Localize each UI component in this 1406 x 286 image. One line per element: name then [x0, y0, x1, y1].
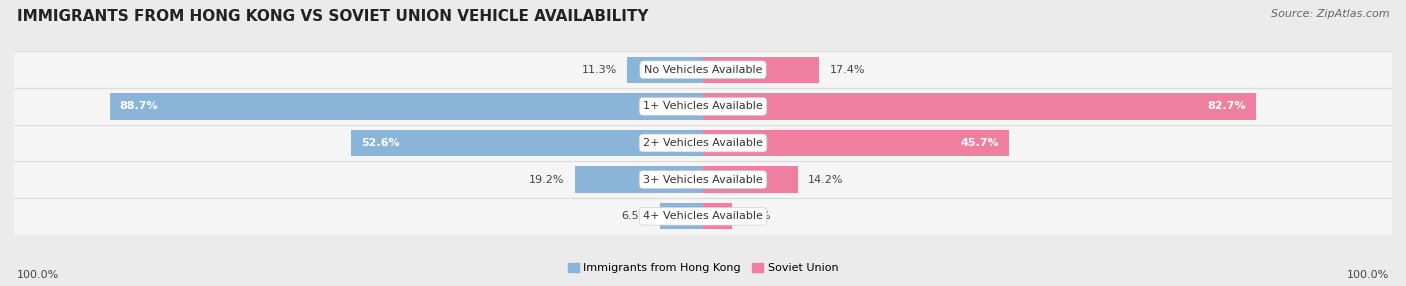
Text: 45.7%: 45.7% — [960, 138, 998, 148]
Text: No Vehicles Available: No Vehicles Available — [644, 65, 762, 75]
Bar — [14, 125, 1392, 161]
Text: 4.4%: 4.4% — [742, 211, 770, 221]
Text: 6.5%: 6.5% — [621, 211, 650, 221]
Bar — [703, 57, 820, 83]
Bar — [627, 57, 703, 83]
Text: IMMIGRANTS FROM HONG KONG VS SOVIET UNION VEHICLE AVAILABILITY: IMMIGRANTS FROM HONG KONG VS SOVIET UNIO… — [17, 9, 648, 23]
Text: 82.7%: 82.7% — [1208, 102, 1246, 111]
Legend: Immigrants from Hong Kong, Soviet Union: Immigrants from Hong Kong, Soviet Union — [564, 258, 842, 278]
Bar — [575, 166, 703, 193]
Bar — [110, 93, 703, 120]
Text: 1+ Vehicles Available: 1+ Vehicles Available — [643, 102, 763, 111]
Bar — [352, 130, 703, 156]
Bar — [14, 88, 1392, 125]
Bar — [659, 203, 703, 229]
Text: 52.6%: 52.6% — [361, 138, 399, 148]
Text: 100.0%: 100.0% — [17, 270, 59, 280]
Text: 2+ Vehicles Available: 2+ Vehicles Available — [643, 138, 763, 148]
Bar — [703, 166, 799, 193]
Text: 17.4%: 17.4% — [830, 65, 865, 75]
Bar — [14, 161, 1392, 198]
Text: 14.2%: 14.2% — [808, 175, 844, 184]
Bar — [703, 130, 1008, 156]
Bar — [14, 198, 1392, 235]
Text: Source: ZipAtlas.com: Source: ZipAtlas.com — [1271, 9, 1389, 19]
Text: 11.3%: 11.3% — [582, 65, 617, 75]
Text: 3+ Vehicles Available: 3+ Vehicles Available — [643, 175, 763, 184]
Bar — [703, 93, 1256, 120]
Text: 100.0%: 100.0% — [1347, 270, 1389, 280]
Bar — [703, 203, 733, 229]
Bar — [14, 51, 1392, 88]
Text: 4+ Vehicles Available: 4+ Vehicles Available — [643, 211, 763, 221]
Text: 19.2%: 19.2% — [529, 175, 565, 184]
Text: 88.7%: 88.7% — [120, 102, 159, 111]
